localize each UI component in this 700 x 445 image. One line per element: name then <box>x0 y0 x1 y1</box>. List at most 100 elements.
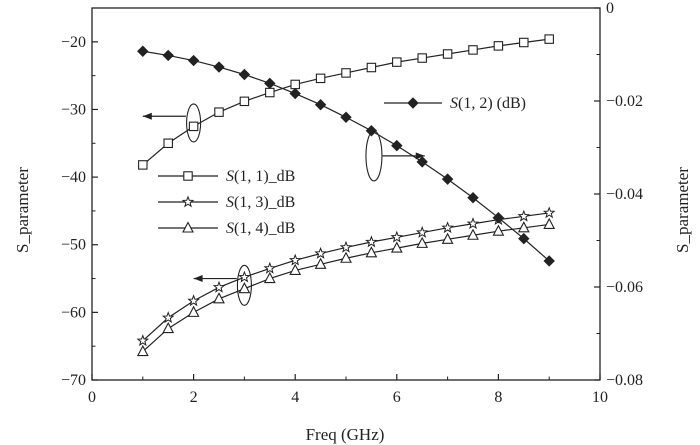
data-point <box>365 246 378 258</box>
data-point <box>289 263 302 275</box>
x-tick-label: 0 <box>88 389 96 406</box>
data-point <box>265 87 275 98</box>
y-left-tick-label: −60 <box>61 304 86 321</box>
tick-marks: 0 2 4 6 8 10 −70 −60 −50 −40 −30 −20 −0.08 −0.06 −0.04… <box>61 0 643 406</box>
y-right-tick-label: −0.04 <box>606 186 643 203</box>
data-point <box>290 79 300 90</box>
data-point <box>517 209 531 222</box>
legend-label: S(1, 1)_dB <box>226 168 295 185</box>
data-point <box>492 224 505 236</box>
data-point <box>213 292 225 304</box>
y-left-tick-label: −70 <box>61 372 86 389</box>
annotation-ellipse <box>236 264 252 306</box>
data-point <box>518 232 530 245</box>
legend-label: S(1, 4)_dB <box>226 220 295 237</box>
annotation-ellipse <box>186 103 202 143</box>
x-tick-label: 10 <box>592 389 608 406</box>
series-line <box>142 212 550 342</box>
data-point <box>238 282 251 294</box>
data-point <box>314 99 327 111</box>
legend-label-args: (1, 2) (dB) <box>458 95 526 112</box>
legend-label-args: (1, 3)_dB <box>234 194 295 211</box>
data-point <box>493 41 504 51</box>
legend-label: S(1, 2) (dB) <box>450 95 526 112</box>
data-point <box>392 57 402 67</box>
data-point <box>468 45 478 55</box>
data-point <box>212 280 226 293</box>
data-point <box>365 235 378 248</box>
data-point <box>416 236 429 248</box>
y-right-tick-label: −0.08 <box>606 372 643 389</box>
data-point <box>542 206 556 219</box>
y-right-tick-label: −0.06 <box>606 279 643 296</box>
data-point <box>517 221 530 233</box>
data-point <box>315 73 326 84</box>
data-point <box>544 34 554 44</box>
x-tick-label: 8 <box>494 389 502 406</box>
data-point <box>238 68 251 81</box>
data-point <box>263 261 277 274</box>
legend-entry: S(1, 4)_dB <box>158 220 295 237</box>
x-tick-label: 4 <box>291 389 299 406</box>
data-point <box>289 87 301 100</box>
annotation-arrow-right <box>382 152 425 160</box>
data-point <box>543 217 556 229</box>
data-point <box>340 251 352 263</box>
data-point <box>264 77 276 90</box>
data-point <box>161 311 175 324</box>
data-point <box>213 61 225 73</box>
data-point <box>492 212 505 224</box>
data-point <box>314 246 327 259</box>
y-left-tick-label: −20 <box>61 34 86 51</box>
data-point <box>365 125 378 137</box>
legend-label-func: S <box>226 220 234 237</box>
legend-label: S(1, 3)_dB <box>226 194 295 211</box>
legend-label-func: S <box>226 168 234 185</box>
data-point <box>407 97 419 109</box>
x-axis-label: Freq (GHz) <box>306 425 385 444</box>
y-left-tick-label: −50 <box>61 237 86 254</box>
y-left-tick-label: −30 <box>61 101 86 118</box>
data-point <box>239 96 250 107</box>
legend-entry: S(1, 2) (dB) <box>384 95 526 112</box>
x-tick-label: 6 <box>393 389 401 406</box>
data-point <box>314 257 327 269</box>
data-point <box>182 221 194 233</box>
data-point <box>162 321 175 334</box>
data-point <box>341 68 351 78</box>
y-axis-label-left: S_parameter <box>13 167 32 253</box>
annotation-arrow-left <box>193 275 237 283</box>
data-point <box>390 241 403 253</box>
data-point <box>441 173 454 185</box>
legend-entry: S(1, 3)_dB <box>158 194 295 211</box>
legend-label-func: S <box>226 194 234 211</box>
annotation-arrow-left <box>142 112 186 120</box>
arrow-head <box>142 112 152 120</box>
data-point <box>441 221 454 234</box>
data-point <box>417 53 427 63</box>
y-right-tick-label: 0 <box>606 0 614 17</box>
data-point <box>390 230 404 243</box>
series-line <box>142 50 550 262</box>
data-point <box>467 192 479 204</box>
data-point <box>415 225 429 238</box>
series-layer <box>136 34 556 357</box>
legend-label-args: (1, 1)_dB <box>234 168 295 185</box>
data-point <box>187 294 200 307</box>
data-point <box>339 240 353 253</box>
data-point <box>138 160 148 170</box>
data-point <box>288 253 302 266</box>
annotation-ellipse <box>365 130 383 182</box>
data-point <box>466 217 480 230</box>
data-point <box>214 107 224 117</box>
data-point <box>163 138 173 149</box>
y-axis-label-right: S_parameter <box>673 167 692 253</box>
data-point <box>162 49 174 62</box>
data-point <box>181 195 195 208</box>
data-point <box>442 49 453 59</box>
x-tick-label: 2 <box>190 389 198 406</box>
data-point <box>238 270 251 283</box>
data-point <box>188 121 199 132</box>
data-point <box>187 54 200 67</box>
legend-label-args: (1, 4)_dB <box>234 220 295 237</box>
